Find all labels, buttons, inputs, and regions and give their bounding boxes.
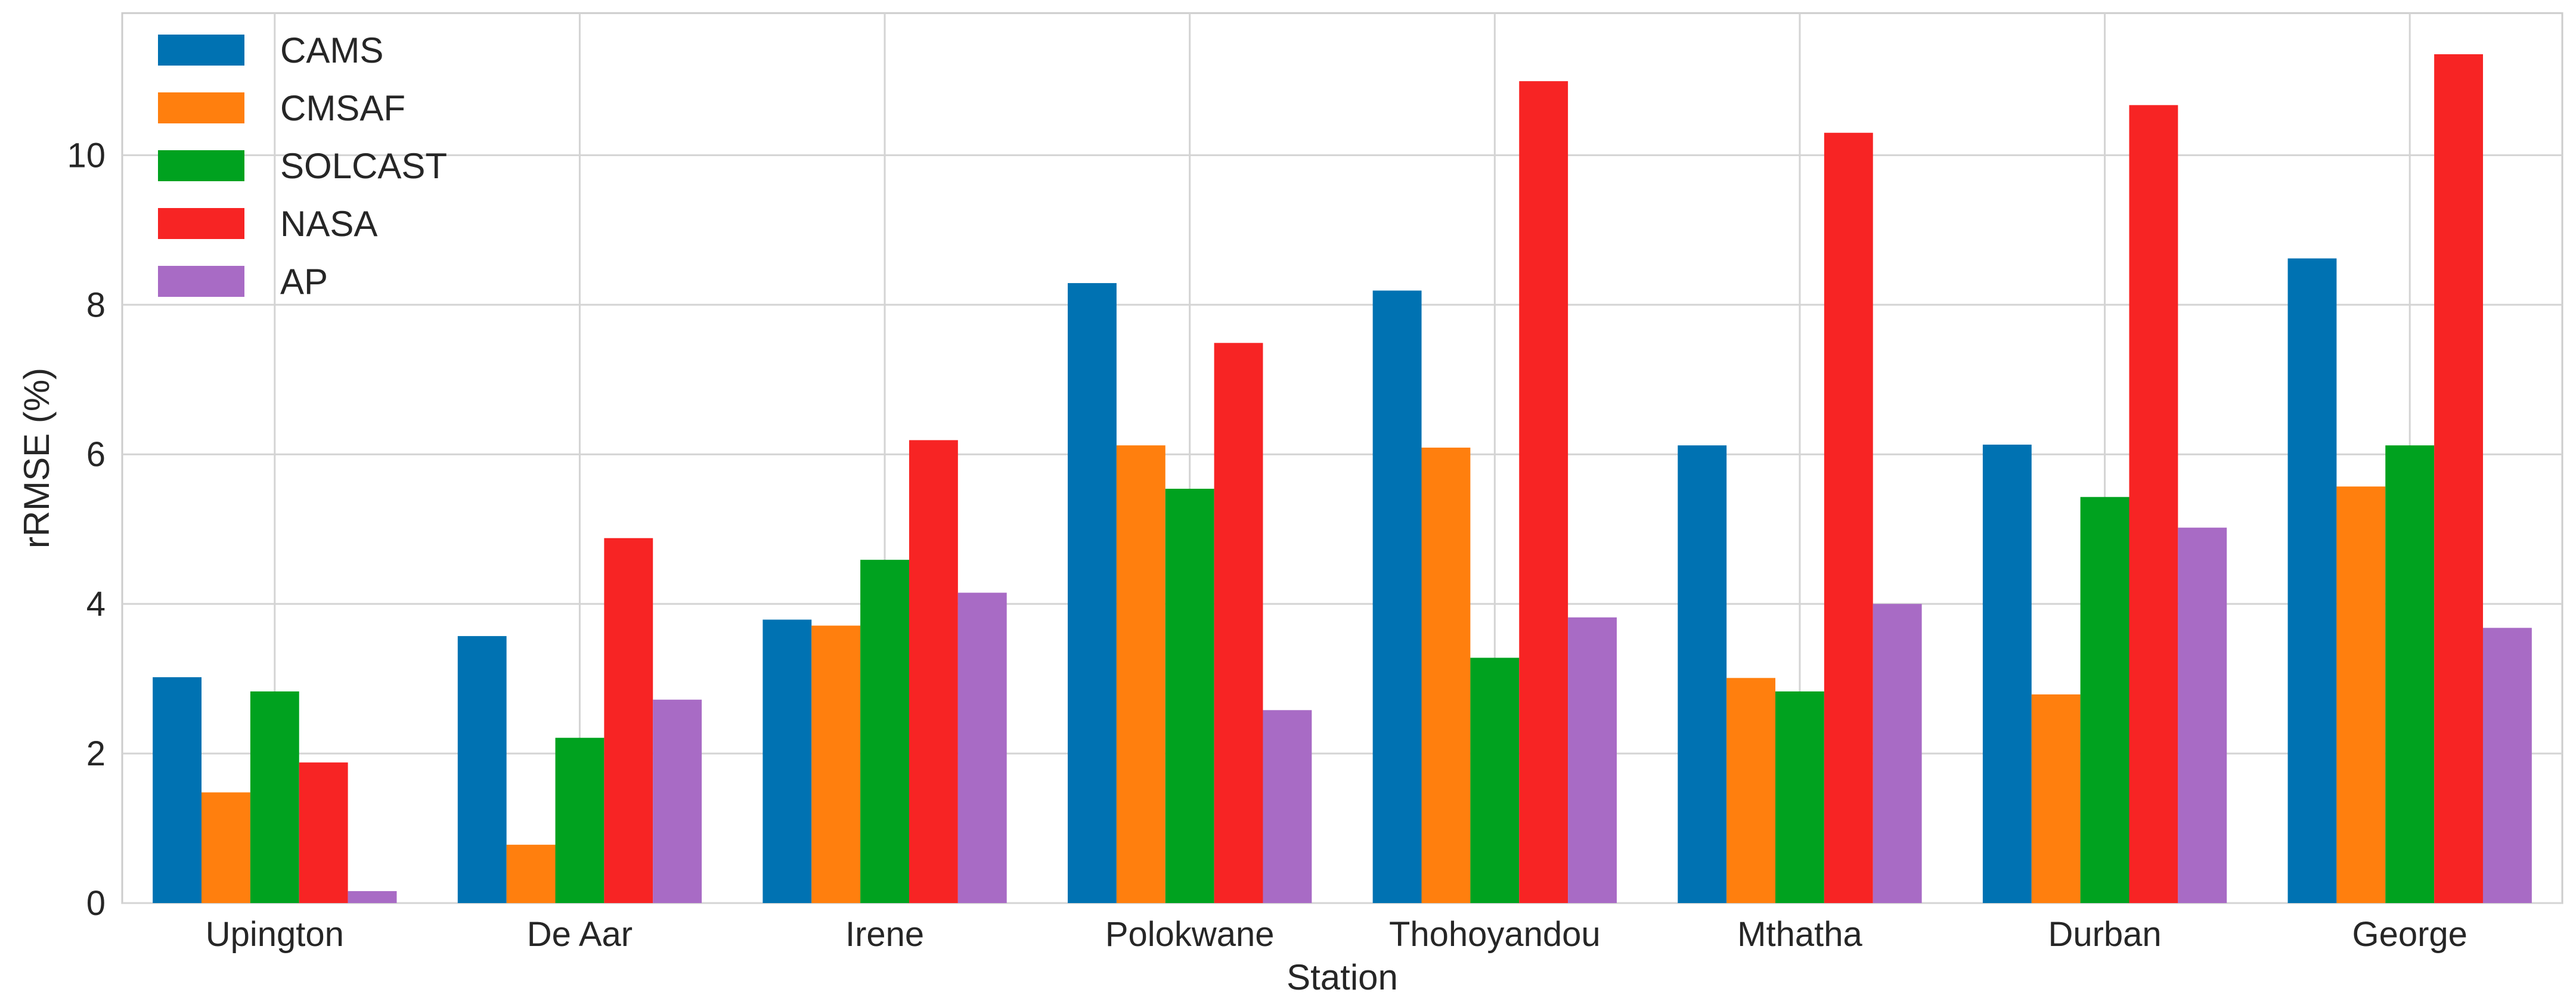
x-tick-label: George xyxy=(2352,915,2467,954)
y-tick-label: 4 xyxy=(86,585,106,624)
bar-solcast-thohoyandou xyxy=(1470,657,1520,903)
bar-cams-mthatha xyxy=(1678,445,1727,903)
legend-swatch-ap xyxy=(158,266,244,297)
bar-cams-durban xyxy=(1982,444,2032,903)
bar-cams-polokwane xyxy=(1068,283,1117,904)
bar-cmsaf-irene xyxy=(811,625,861,903)
legend-swatch-nasa xyxy=(158,208,244,239)
bar-solcast-irene xyxy=(860,560,909,903)
bar-ap-polokwane xyxy=(1263,710,1312,903)
legend-swatch-solcast xyxy=(158,150,244,181)
x-tick-label: Upington xyxy=(206,915,344,954)
bar-ap-upington xyxy=(348,891,397,903)
x-tick-label: Mthatha xyxy=(1737,915,1862,954)
legend-label-cams: CAMS xyxy=(280,30,383,70)
bar-ap-irene xyxy=(957,593,1007,903)
bar-cams-george xyxy=(2287,258,2337,903)
bar-solcast-polokwane xyxy=(1165,488,1214,903)
y-tick-label: 6 xyxy=(86,435,106,474)
bar-nasa-irene xyxy=(909,440,958,903)
bar-solcast-durban xyxy=(2080,497,2129,903)
legend: CAMS CMSAF SOLCAST NASA AP xyxy=(158,30,447,302)
bar-cams-thohoyandou xyxy=(1372,290,1422,903)
legend-swatch-cams xyxy=(158,35,244,66)
bar-solcast-de-aar xyxy=(555,737,605,903)
bar-solcast-george xyxy=(2385,445,2435,903)
legend-label-cmsaf: CMSAF xyxy=(280,88,405,128)
x-tick-label: Polokwane xyxy=(1105,915,1275,954)
x-axis-label: Station xyxy=(1287,957,1398,997)
bar-nasa-mthatha xyxy=(1824,132,1873,903)
legend-swatch-cmsaf xyxy=(158,92,244,123)
bar-cams-irene xyxy=(762,619,812,903)
bar-cmsaf-durban xyxy=(2031,694,2081,903)
axis-layer: 0 2 4 6 8 10 Upington De Aar Irene Polokwane Thoho… xyxy=(17,136,2467,997)
bar-cams-de-aar xyxy=(457,636,507,903)
bar-nasa-durban xyxy=(2129,105,2178,903)
legend-label-ap: AP xyxy=(280,262,328,302)
bar-nasa-thohoyandou xyxy=(1519,81,1568,903)
bar-ap-mthatha xyxy=(1873,604,1922,903)
bar-cmsaf-mthatha xyxy=(1726,678,1776,903)
bar-ap-de-aar xyxy=(653,699,702,903)
bar-cams-upington xyxy=(153,677,202,903)
x-tick-label: Durban xyxy=(2048,915,2161,954)
bar-ap-george xyxy=(2482,628,2532,903)
x-tick-label: Irene xyxy=(845,915,924,954)
y-axis-label: rRMSE (%) xyxy=(17,368,57,548)
bar-ap-thohoyandou xyxy=(1568,617,1617,903)
bar-nasa-upington xyxy=(299,762,348,903)
bar-nasa-de-aar xyxy=(604,538,653,903)
y-tick-label: 8 xyxy=(86,286,106,324)
bar-cmsaf-george xyxy=(2336,486,2386,903)
x-tick-label: Thohoyandou xyxy=(1389,915,1601,954)
y-tick-label: 0 xyxy=(86,884,106,923)
bar-solcast-mthatha xyxy=(1775,691,1824,903)
bar-nasa-polokwane xyxy=(1214,343,1263,903)
bar-nasa-george xyxy=(2434,54,2483,904)
y-tick-label: 2 xyxy=(86,734,106,773)
bar-cmsaf-upington xyxy=(202,792,250,903)
x-tick-label: De Aar xyxy=(527,915,633,954)
legend-label-nasa: NASA xyxy=(280,204,377,244)
bar-solcast-upington xyxy=(250,691,299,903)
bar-cmsaf-thohoyandou xyxy=(1421,447,1471,903)
bar-ap-durban xyxy=(2178,528,2227,903)
bar-layer xyxy=(153,54,2532,904)
y-tick-label: 10 xyxy=(67,136,106,175)
legend-label-solcast: SOLCAST xyxy=(280,146,447,186)
bar-cmsaf-polokwane xyxy=(1116,445,1165,903)
bar-cmsaf-de-aar xyxy=(506,845,556,903)
